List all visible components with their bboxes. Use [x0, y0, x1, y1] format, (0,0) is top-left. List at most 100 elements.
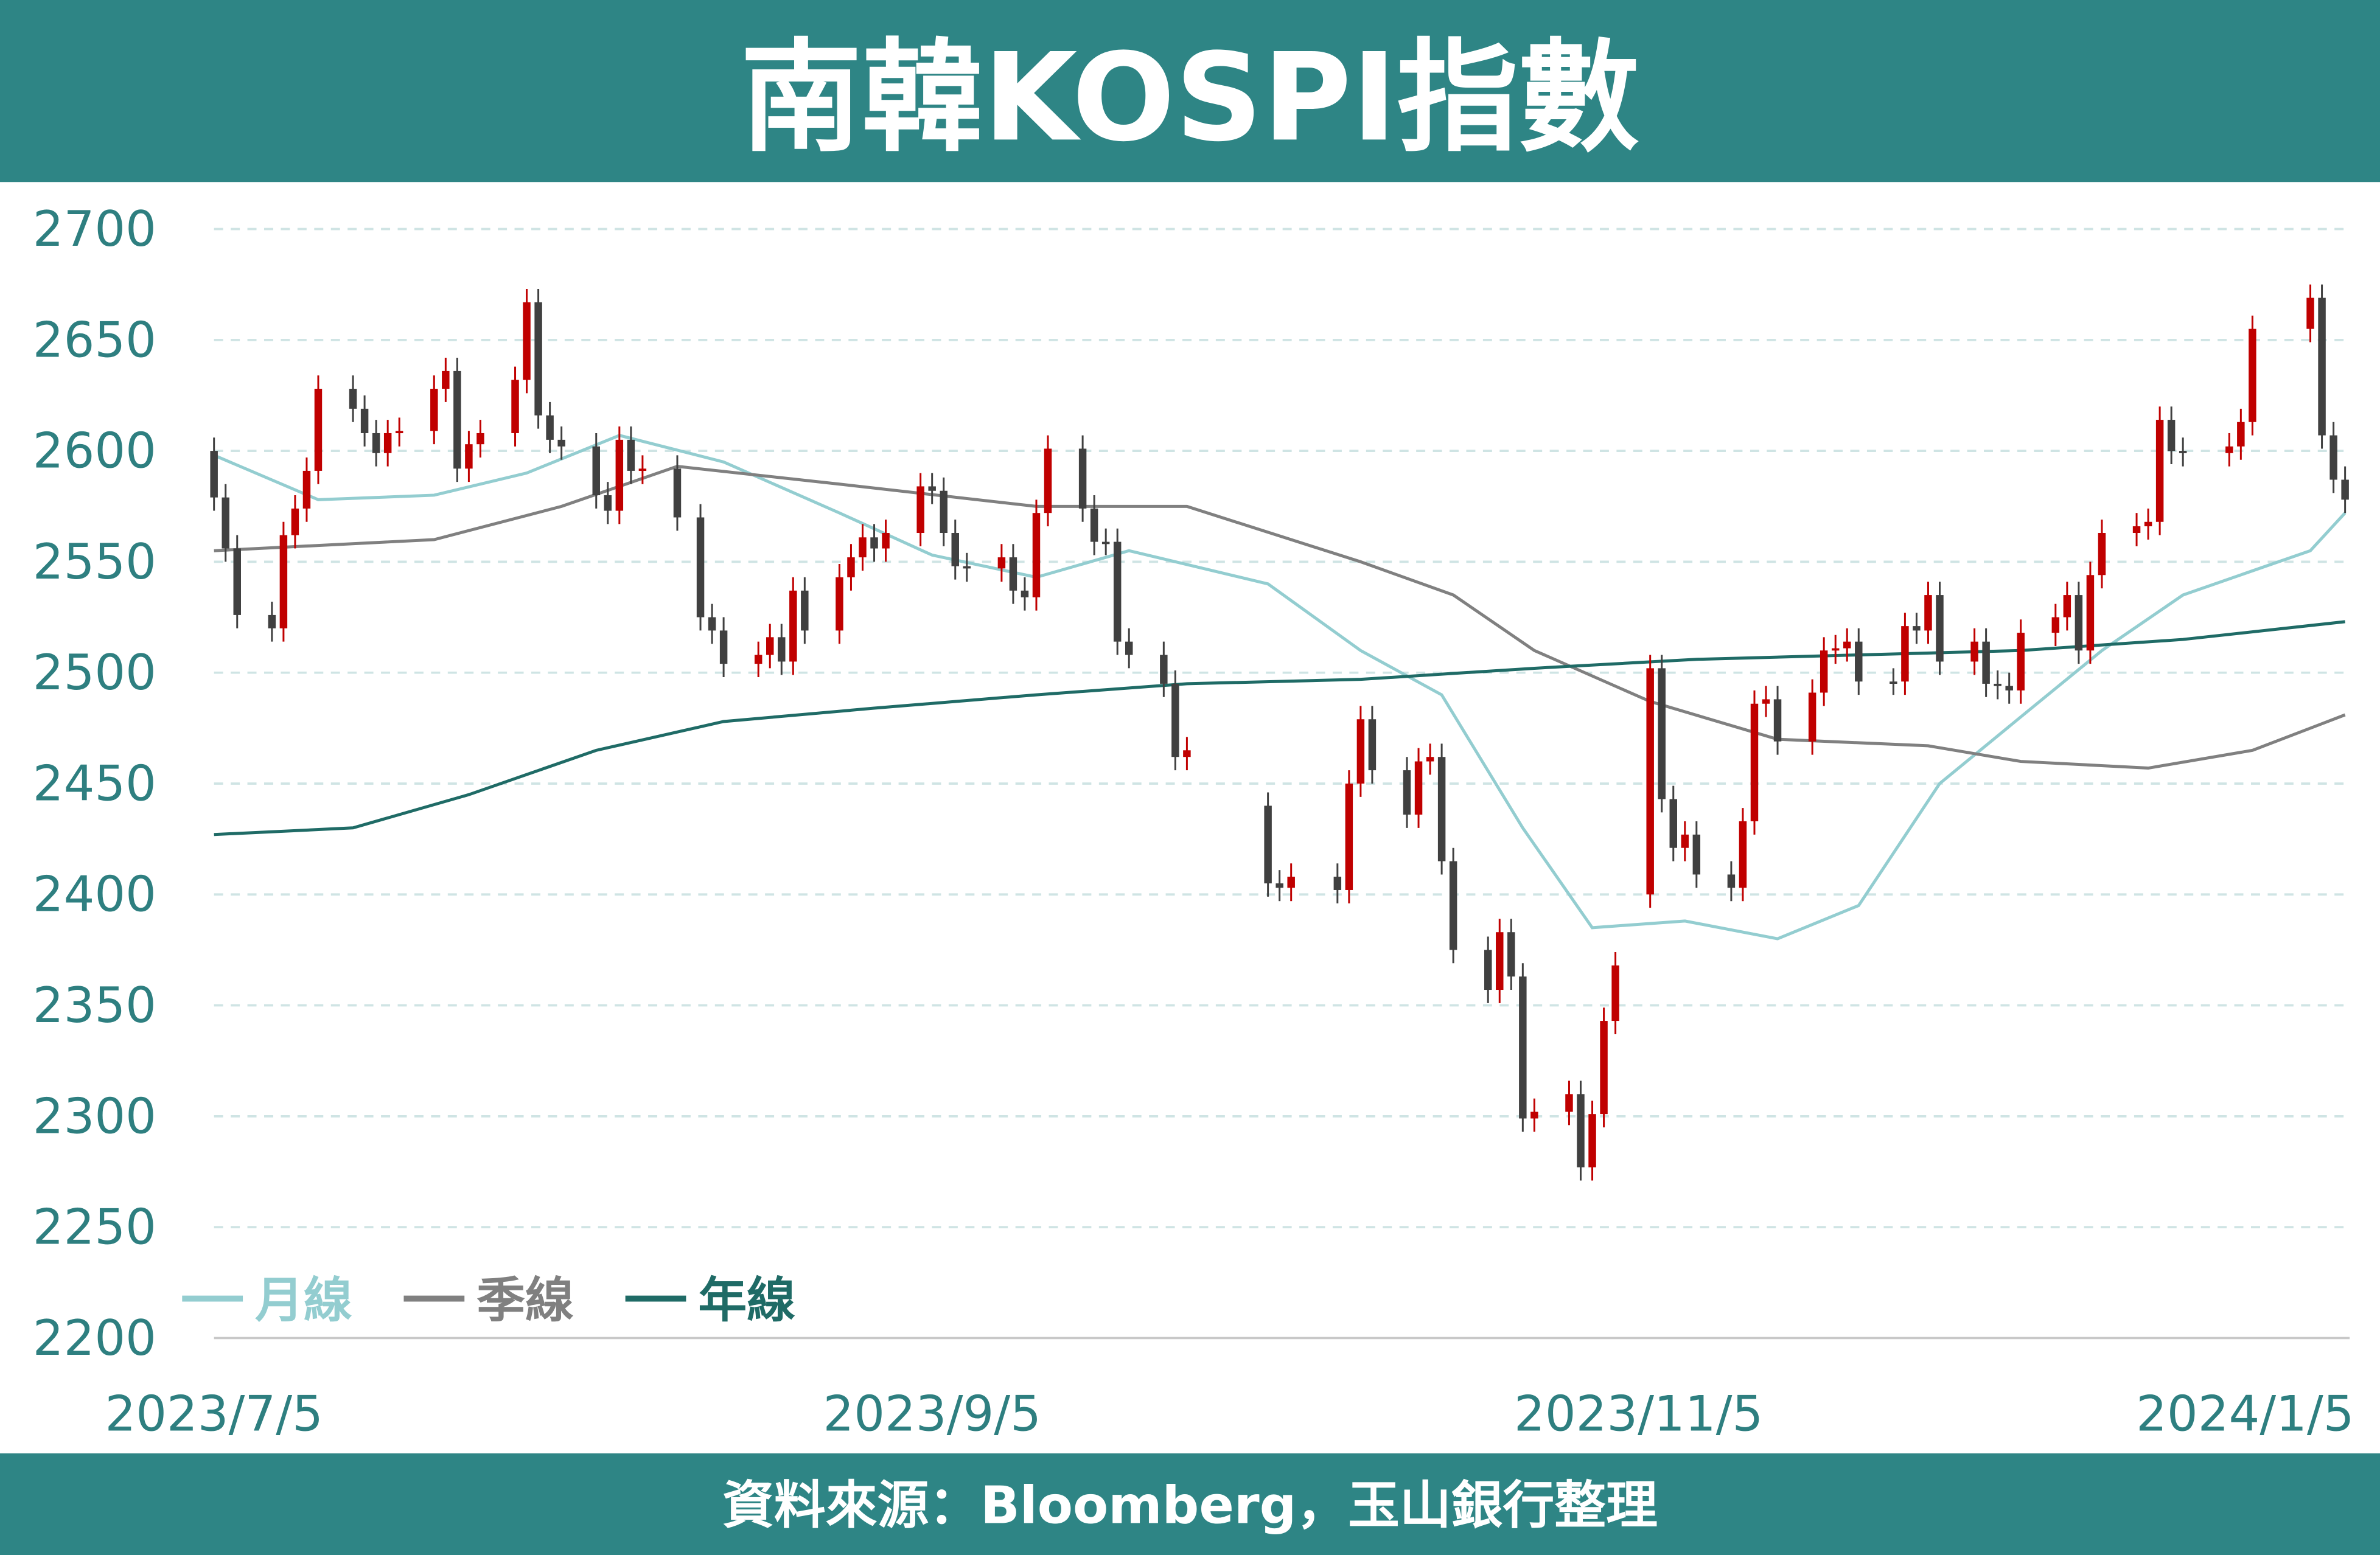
- candle-body: [592, 446, 600, 496]
- candle-body: [754, 655, 763, 664]
- candle-body: [963, 566, 971, 569]
- candle-body: [1936, 595, 1944, 662]
- candle-body: [1924, 595, 1932, 631]
- y-tick-label: 2650: [33, 311, 156, 368]
- candle-body: [511, 380, 519, 433]
- candle-body: [847, 557, 855, 577]
- candle-body: [302, 470, 311, 509]
- y-tick-label: 2250: [33, 1199, 156, 1256]
- chart-title: 南韓KOSPI指數: [741, 27, 1640, 169]
- candle-body: [940, 490, 947, 534]
- candle-body: [1913, 626, 1921, 631]
- candle-body: [557, 439, 565, 447]
- candle-body: [268, 614, 276, 628]
- candle-body: [1426, 757, 1434, 762]
- candle-body: [430, 389, 438, 431]
- candle-body: [1530, 1111, 1538, 1119]
- candle-body: [1831, 648, 1840, 651]
- candle-body: [1414, 761, 1423, 815]
- candle-body: [1032, 513, 1041, 597]
- candle-body: [1565, 1094, 1573, 1112]
- legend-label: 月線: [255, 1272, 352, 1329]
- x-tick-label: 2023/7/5: [105, 1386, 323, 1442]
- y-tick-label: 2700: [33, 201, 156, 257]
- source-note: 資料來源：Bloomberg，玉山銀行整理: [722, 1475, 1658, 1536]
- y-tick-label: 2200: [33, 1310, 156, 1366]
- candle-body: [546, 415, 554, 440]
- candle-body: [627, 439, 635, 471]
- y-tick-label: 2400: [33, 866, 156, 923]
- candle-body: [1368, 719, 1377, 771]
- x-tick-label: 2023/9/5: [823, 1386, 1041, 1442]
- y-tick-label: 2600: [33, 423, 156, 479]
- candle-body: [1183, 750, 1191, 757]
- candle-body: [2329, 435, 2337, 480]
- candle-body: [2132, 526, 2141, 534]
- candle-body: [372, 433, 380, 453]
- candle-body: [1750, 703, 1759, 821]
- candle-body: [465, 444, 473, 469]
- candle-body: [1275, 883, 1283, 888]
- candle-body: [1970, 641, 1978, 662]
- candle-body: [291, 508, 299, 535]
- candle-body: [1437, 757, 1446, 861]
- y-tick-label: 2350: [33, 977, 156, 1034]
- candle-body: [2237, 422, 2245, 447]
- candle-body: [638, 468, 647, 471]
- candle-body: [836, 577, 843, 631]
- candle-body: [2225, 446, 2233, 453]
- candle-body: [1264, 805, 1272, 884]
- candle-body: [314, 389, 323, 471]
- candle-body: [778, 637, 786, 662]
- candle-body: [1333, 877, 1342, 890]
- candle-body: [2051, 617, 2060, 633]
- candle-body: [859, 537, 867, 558]
- candle-body: [1356, 719, 1365, 784]
- candle-body: [1669, 799, 1677, 848]
- candle-body: [349, 389, 357, 409]
- candle-body: [1773, 699, 1782, 742]
- candle-body: [928, 486, 936, 491]
- candle-body: [1611, 965, 1619, 1021]
- y-tick-label: 2500: [33, 644, 156, 701]
- candle-body: [222, 497, 229, 549]
- candle-body: [951, 533, 959, 566]
- candle-body: [1160, 655, 1168, 684]
- candle-body: [1855, 641, 1863, 682]
- candle-body: [2341, 479, 2349, 500]
- candle-body: [2318, 297, 2326, 436]
- candle-body: [1403, 770, 1411, 815]
- candle-body: [789, 590, 797, 662]
- candle-body: [708, 617, 716, 631]
- candle-body: [233, 548, 241, 615]
- candle-body: [1843, 641, 1851, 649]
- y-tick-label: 2550: [33, 534, 156, 590]
- candle-body: [870, 537, 878, 549]
- candle-body: [2306, 297, 2314, 329]
- candle-body: [1890, 681, 1897, 684]
- y-tick-label: 2450: [33, 755, 156, 812]
- candle-body: [1681, 834, 1689, 848]
- candle-body: [801, 590, 809, 631]
- legend-label: 年線: [698, 1272, 795, 1329]
- candle-body: [1808, 692, 1816, 742]
- candle-body: [1600, 1021, 1608, 1115]
- x-tick-label: 2024/1/5: [2136, 1386, 2354, 1442]
- candle-body: [1994, 683, 2001, 686]
- y-tick-label: 2300: [33, 1088, 156, 1144]
- candle-body: [2063, 595, 2071, 617]
- candle-body: [395, 431, 403, 434]
- ma-line: [214, 465, 2346, 770]
- candle-body: [1044, 448, 1052, 513]
- candle-body: [2075, 595, 2083, 651]
- x-tick-label: 2023/11/5: [1514, 1386, 1763, 1442]
- candle-body: [604, 495, 612, 511]
- candle-body: [1739, 821, 1747, 888]
- candle-body: [279, 535, 288, 628]
- candle-body: [2144, 521, 2152, 527]
- candle-body: [383, 433, 392, 453]
- candle-body: [1982, 641, 1990, 684]
- candle-body: [1901, 626, 1909, 682]
- candle-body: [2249, 329, 2256, 422]
- candle-body: [673, 468, 682, 518]
